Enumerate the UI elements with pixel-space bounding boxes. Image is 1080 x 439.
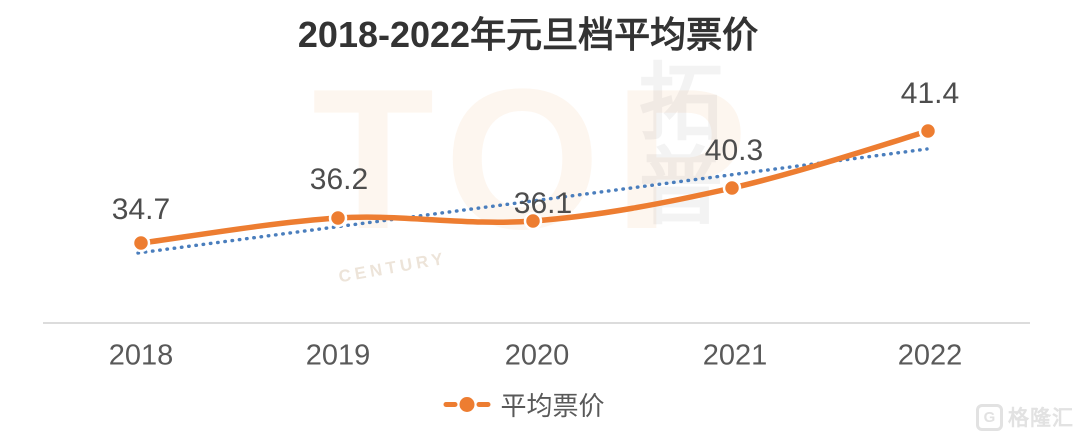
data-label-2018: 34.7 [111,193,171,226]
gelonghui-logo: G 格隆汇 [976,402,1074,432]
legend-line-dot-marker-icon [443,396,491,412]
x-tick-2018: 2018 [108,339,174,372]
data-label-2020: 36.1 [513,187,573,220]
trendline-dotted [136,147,929,255]
point-marker-2022 [918,121,938,141]
gelonghui-logo-text: 格隆汇 [1008,407,1074,430]
x-tick-2020: 2020 [504,339,570,372]
gelonghui-g-icon: G [976,403,1003,431]
point-marker-2020 [523,211,543,231]
x-tick-2022: 2022 [897,339,963,372]
point-marker-2021 [722,178,742,198]
point-marker-2018 [131,233,151,253]
data-label-2021: 40.3 [704,134,764,167]
x-tick-2021: 2021 [702,339,768,372]
x-tick-2019: 2019 [305,339,371,372]
chart-title: 2018-2022年元旦档平均票价 [297,14,759,55]
x-axis-baseline [43,322,1030,324]
legend-label: 平均票价 [500,390,605,421]
data-label-2019: 36.2 [309,163,369,196]
point-marker-2019 [328,208,348,228]
legend: 平均票价 [443,390,605,421]
data-label-2022: 41.4 [900,77,960,110]
